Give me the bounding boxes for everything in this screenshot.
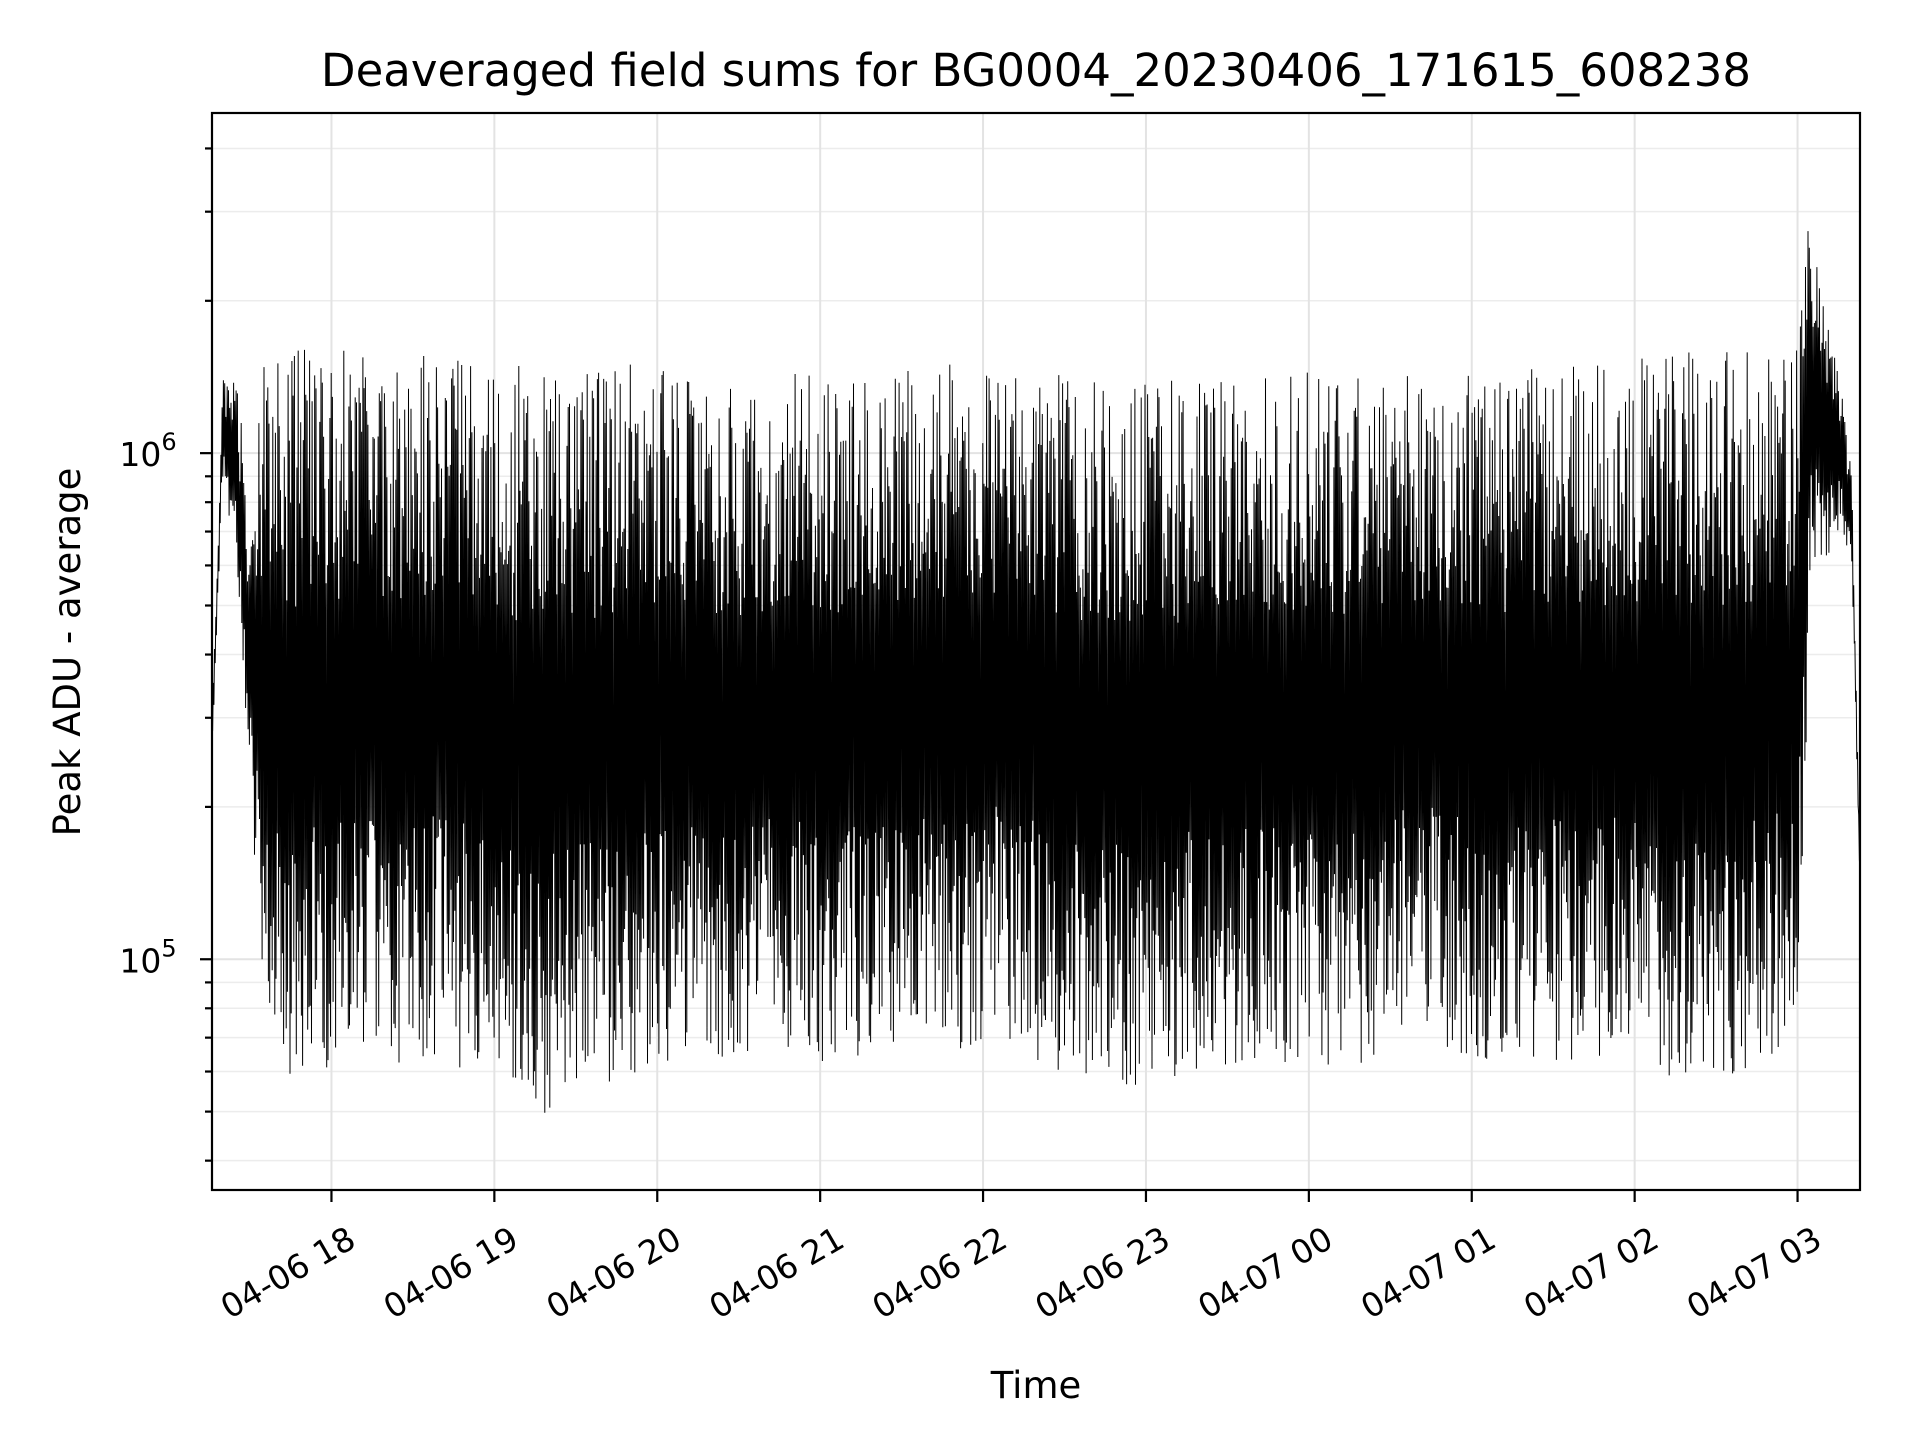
y-tick-label: 106 bbox=[119, 428, 176, 474]
y-tick-label: 105 bbox=[119, 934, 176, 980]
series-line bbox=[211, 231, 1861, 1113]
y-axis-ticks: 105 106 bbox=[119, 147, 212, 1162]
x-axis-label: Time bbox=[990, 1364, 1082, 1407]
chart-title: Deaveraged field sums for BG0004_2023040… bbox=[321, 44, 1751, 97]
plot-frame bbox=[210, 111, 1862, 1192]
series-signal bbox=[211, 231, 1861, 1113]
y-axis-label: Peak ADU - average bbox=[46, 468, 89, 837]
